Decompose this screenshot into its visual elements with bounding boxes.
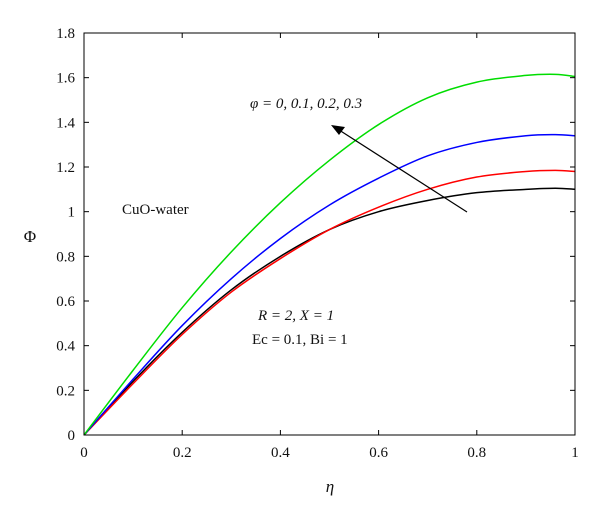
series-line-1 [83, 187, 576, 436]
x-tick-label: 0.4 [271, 445, 290, 461]
x-tick-label: 0.8 [467, 445, 486, 461]
y-tick-label: 1.2 [56, 160, 75, 176]
x-tick-label: 1 [571, 445, 579, 461]
y-tick-label: 0 [68, 428, 76, 444]
series-line-4 [83, 73, 576, 436]
y-tick-label: 0.2 [56, 383, 75, 399]
y-tick-label: 1.4 [56, 115, 75, 131]
series-line-3 [83, 133, 576, 436]
x-tick-label: 0 [80, 445, 88, 461]
series-line-2 [83, 169, 576, 436]
fluid-label: CuO-water [122, 202, 189, 218]
x-axis-label: η [326, 477, 334, 496]
curves [83, 73, 576, 436]
plot-frame [83, 32, 576, 436]
axis-ticks: 0 0.2 0.4 0.6 0.8 1 0 0.2 0.4 0.6 0.8 1 1.2 1.4 1.6 1.8 [56, 26, 579, 461]
y-axis-label: Φ [24, 227, 36, 246]
params-label-1: R = 2, X = 1 [257, 308, 334, 324]
y-tick-label: 1.6 [56, 71, 75, 87]
x-tick-label: 0.6 [369, 445, 388, 461]
y-tick-label: 0.8 [56, 249, 75, 265]
y-tick-label: 1 [68, 205, 76, 221]
x-tick-label: 0.2 [173, 445, 192, 461]
y-tick-label: 0.4 [56, 339, 75, 355]
trend-arrow [331, 125, 468, 213]
phi-annotation: φ = 0, 0.1, 0.2, 0.3 [250, 96, 362, 112]
y-tick-label: 1.8 [56, 26, 75, 42]
params-label-2: Ec = 0.1, Bi = 1 [252, 332, 348, 348]
y-tick-label: 0.6 [56, 294, 75, 310]
